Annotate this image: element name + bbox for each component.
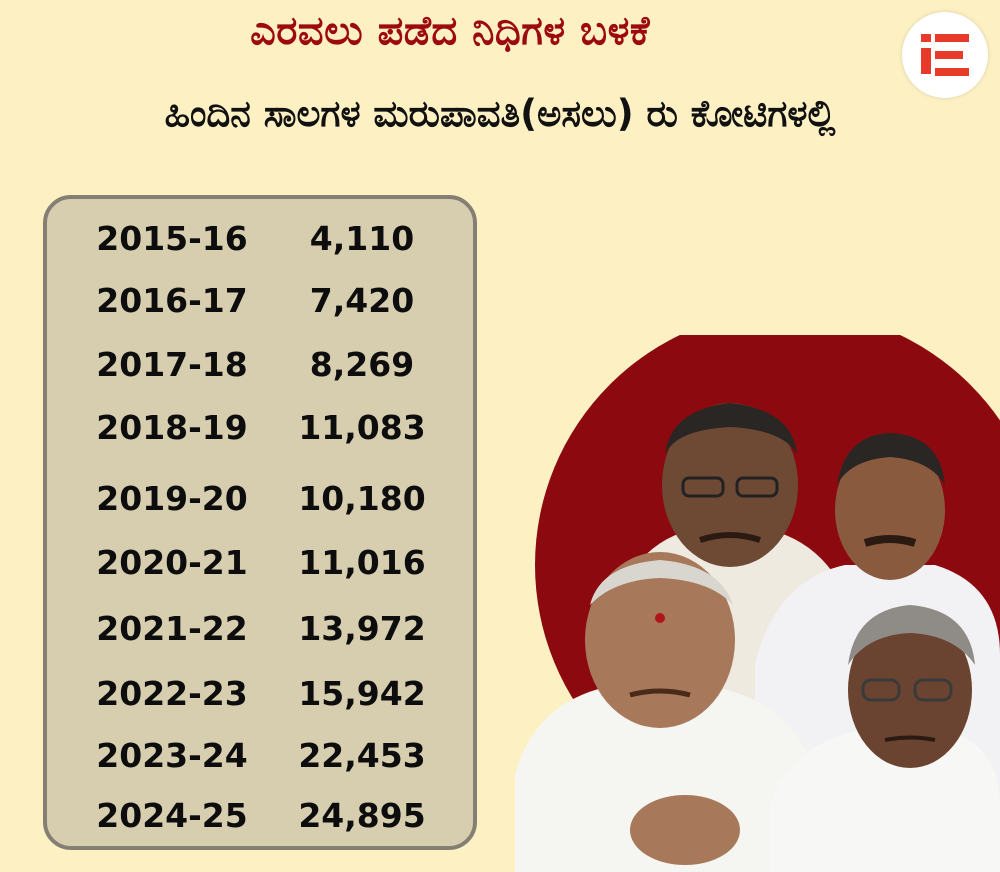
value-cell: 22,453 [298,736,426,775]
value-cell: 11,016 [298,543,426,582]
person-bottom-left [515,552,815,872]
table-row: 2021-22 13,972 [47,609,481,657]
year-cell: 2023-24 [96,736,248,775]
year-cell: 2022-23 [96,674,248,713]
year-cell: 2020-21 [96,543,248,582]
value-cell: 4,110 [309,219,415,258]
table-row: 2017-18 8,269 [47,345,481,393]
value-cell: 13,972 [298,609,426,648]
year-cell: 2019-20 [96,479,248,518]
table-row: 2015-16 4,110 [47,219,481,267]
logo-i-dot [921,34,931,42]
value-cell: 10,180 [298,479,426,518]
value-cell: 8,269 [309,345,415,384]
ie-logo-icon [902,12,988,98]
repayment-table: 2015-16 4,110 2016-17 7,420 2017-18 8,26… [43,195,477,850]
year-cell: 2015-16 [96,219,248,258]
politicians-photo-collage [515,335,1000,872]
person-bottom-right [770,605,1000,872]
table-row: 2019-20 10,180 [47,479,481,527]
value-cell: 7,420 [309,281,415,320]
year-cell: 2017-18 [96,345,248,384]
table-row: 2020-21 11,016 [47,543,481,591]
value-cell: 24,895 [298,796,426,835]
logo-e-bar-middle [935,51,963,59]
year-cell: 2016-17 [96,281,248,320]
logo-e-bar-bottom [935,68,969,76]
logo-i-stem [921,48,931,74]
table-row: 2023-24 22,453 [47,736,481,784]
year-cell: 2024-25 [96,796,248,835]
logo-e-bar-top [935,34,969,42]
page-subtitle: ಹಿಂದಿನ ಸಾಲಗಳ ಮರುಪಾವತಿ(ಅಸಲು) ರು ಕೋಟಿಗಳಲ್ಲ… [164,92,836,135]
year-cell: 2018-19 [96,408,248,447]
table-row: 2016-17 7,420 [47,281,481,329]
table-row: 2024-25 24,895 [47,796,481,844]
table-row: 2022-23 15,942 [47,674,481,722]
value-cell: 11,083 [298,408,426,447]
table-row: 2018-19 11,083 [47,408,481,456]
page-title: ಎರವಲು ಪಡೆದ ನಿಧಿಗಳ ಬಳಕೆ [250,8,650,54]
year-cell: 2021-22 [96,609,248,648]
value-cell: 15,942 [298,674,426,713]
